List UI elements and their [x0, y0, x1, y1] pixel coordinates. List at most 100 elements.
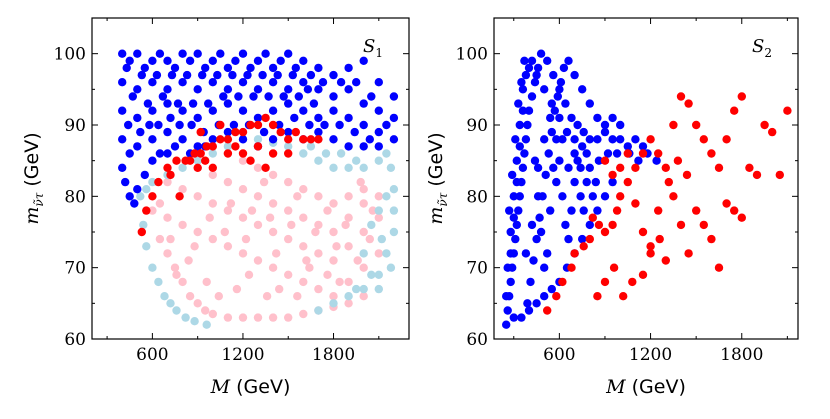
y-tick-label: 60 [64, 330, 86, 350]
point-lightblue [142, 185, 151, 194]
point-pink [238, 313, 248, 322]
point-blue [509, 192, 518, 201]
point-blue [208, 106, 217, 115]
point-blue [511, 135, 520, 144]
point-pink [193, 192, 202, 201]
point-red [246, 156, 255, 165]
point-red [172, 156, 181, 165]
point-blue [549, 163, 558, 172]
point-blue [188, 99, 198, 108]
point-pink [332, 242, 341, 251]
point-red [682, 170, 692, 180]
point-blue [593, 206, 602, 215]
point-blue [374, 106, 383, 115]
point-blue [193, 85, 202, 94]
point-blue [148, 56, 157, 65]
point-blue [600, 127, 610, 137]
point-blue [125, 149, 134, 158]
point-blue [503, 306, 512, 315]
point-pink [163, 177, 172, 187]
point-blue [506, 249, 515, 258]
point-blue [268, 106, 278, 115]
y-axis-label: mν̃τ (GeV) [425, 132, 450, 224]
point-pink [253, 163, 263, 172]
point-red [714, 163, 724, 172]
x-tick-label: 1200 [629, 345, 672, 365]
point-blue [524, 106, 534, 115]
point-blue [136, 127, 145, 137]
point-lightblue [367, 270, 376, 279]
point-blue [547, 99, 556, 108]
point-blue [185, 56, 195, 65]
point-blue [573, 120, 582, 130]
point-red [638, 270, 648, 279]
point-blue [268, 135, 278, 144]
point-lightblue [321, 149, 331, 158]
point-lightblue [299, 149, 308, 158]
y-tick-label: 70 [466, 259, 488, 279]
point-red [193, 163, 202, 172]
point-blue [193, 142, 202, 151]
point-lightblue [142, 242, 151, 251]
point-blue [290, 113, 299, 123]
point-blue [603, 149, 613, 158]
point-red [306, 135, 316, 144]
point-pink [284, 270, 293, 279]
point-red [276, 127, 285, 137]
point-lightblue [374, 206, 383, 215]
y-tick-label: 80 [466, 187, 488, 207]
point-blue [273, 70, 282, 80]
point-blue [564, 56, 573, 65]
point-blue [163, 99, 172, 108]
point-red [699, 220, 708, 230]
point-blue [276, 56, 285, 65]
point-blue [508, 170, 517, 180]
point-blue [359, 99, 368, 108]
point-red [631, 163, 640, 172]
point-blue [564, 234, 573, 244]
point-lightblue [374, 270, 383, 279]
point-pink [323, 206, 332, 215]
point-blue [335, 120, 344, 130]
point-red [631, 199, 640, 208]
point-red [600, 227, 610, 237]
point-blue [143, 99, 153, 108]
point-red [148, 192, 157, 201]
point-blue [238, 78, 248, 87]
point-blue [520, 149, 529, 158]
point-red [692, 120, 701, 130]
point-lightblue [306, 142, 316, 151]
point-blue [175, 120, 184, 130]
point-blue [284, 85, 293, 94]
point-blue [294, 92, 303, 101]
point-red [699, 135, 708, 144]
point-blue [502, 320, 511, 329]
point-pink [202, 277, 211, 287]
point-lightblue [367, 220, 376, 230]
point-pink [299, 309, 308, 319]
point-red [612, 206, 622, 215]
point-pink [205, 213, 214, 222]
point-pink [293, 192, 302, 201]
panel-label: S1 [363, 36, 383, 60]
point-pink [208, 199, 217, 208]
point-pink [344, 192, 353, 201]
point-blue [344, 113, 353, 123]
point-blue [638, 142, 648, 151]
point-blue [555, 156, 564, 165]
point-blue [502, 292, 511, 301]
point-blue [187, 120, 196, 130]
point-blue [578, 85, 587, 94]
point-blue [536, 227, 546, 237]
point-pink [268, 313, 278, 322]
point-red [291, 127, 300, 137]
point-blue [561, 220, 570, 230]
point-lightblue [172, 306, 181, 315]
point-blue [521, 249, 531, 258]
point-pink [193, 299, 202, 308]
point-pink [178, 185, 187, 194]
point-pink [284, 313, 293, 322]
point-blue [530, 156, 540, 165]
point-blue [517, 313, 526, 322]
